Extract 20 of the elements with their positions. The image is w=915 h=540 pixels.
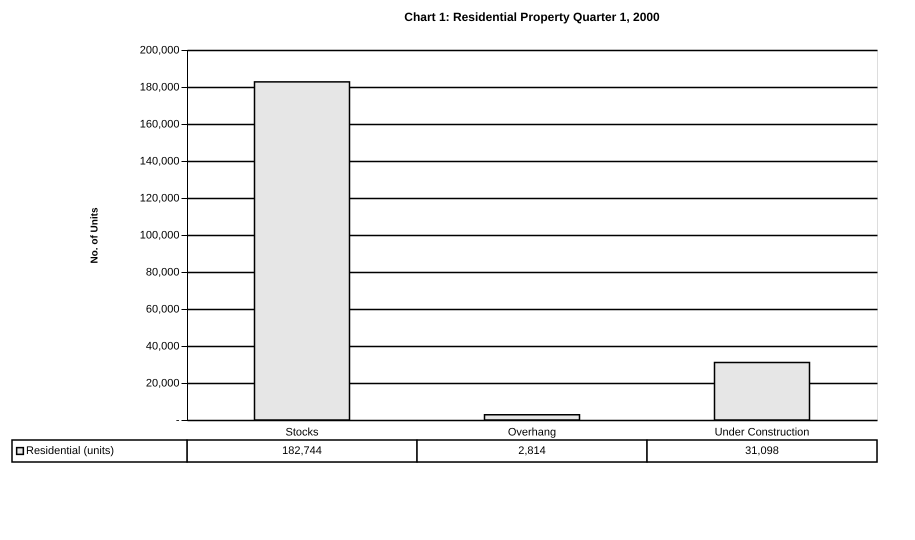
x-tick-label: Overhang bbox=[508, 426, 556, 438]
y-tick-label: 60,000 bbox=[146, 304, 180, 316]
legend-label: Residential (units) bbox=[26, 445, 114, 457]
y-tick-label: 200,000 bbox=[140, 44, 180, 56]
text: 182,744 bbox=[282, 445, 322, 457]
text: 2,814 bbox=[518, 445, 546, 457]
x-tick-label: Stocks bbox=[285, 426, 320, 438]
y-tick-label: 180,000 bbox=[140, 82, 180, 94]
y-tick-label: 160,000 bbox=[140, 118, 180, 130]
text: 31,098 bbox=[745, 445, 779, 457]
chart-title: Chart 1: Residential Property Quarter 1, 2000 bbox=[404, 10, 660, 24]
y-tick-label: 120,000 bbox=[140, 192, 180, 204]
y-tick-label: 100,000 bbox=[140, 230, 180, 242]
y-tick-label: 40,000 bbox=[146, 340, 180, 352]
y-tick-label: 20,000 bbox=[146, 378, 180, 390]
x-tick-label: Under Construction bbox=[714, 426, 810, 438]
y-tick-label: 140,000 bbox=[140, 156, 180, 168]
y-tick-label: - bbox=[176, 414, 180, 426]
y-tick-label: 80,000 bbox=[146, 266, 180, 278]
y-axis-title: No. of Units bbox=[90, 207, 101, 264]
